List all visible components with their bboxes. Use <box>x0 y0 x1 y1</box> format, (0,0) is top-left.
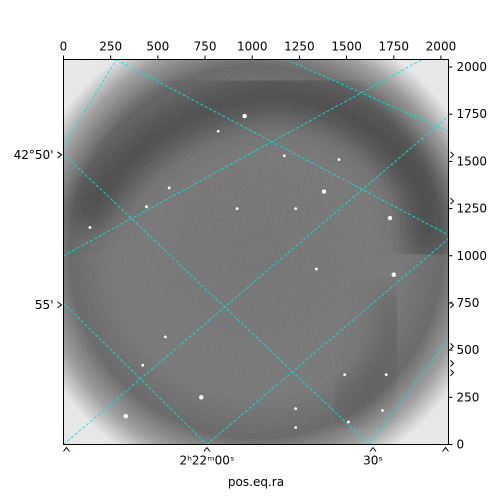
source-point <box>294 407 298 411</box>
grid-line-ra <box>63 115 449 445</box>
source-point <box>164 335 167 339</box>
x-tick-label: 250 <box>99 40 122 54</box>
source-point <box>321 189 327 194</box>
x-tick-label: 0 <box>60 40 68 54</box>
edge-tick-mark <box>450 197 455 205</box>
source-point <box>314 267 318 271</box>
y-tick-label: 2000 <box>457 60 488 74</box>
grid-line-dec <box>286 59 449 132</box>
source-point <box>145 205 148 209</box>
dec-tick-mark <box>57 151 63 159</box>
edge-tick-mark <box>450 301 455 309</box>
source-point <box>387 215 393 221</box>
source-point <box>294 426 298 429</box>
dec-ticks: 42°50' 55' <box>14 148 455 377</box>
source-point <box>216 129 220 133</box>
ra-tick-mark <box>369 447 377 452</box>
dec-tick-label: 42°50' <box>14 148 54 162</box>
source-point <box>242 113 247 119</box>
source-point <box>384 373 388 377</box>
edge-tick-mark <box>450 343 455 350</box>
x-tick-label: 500 <box>146 40 169 54</box>
source-point <box>343 373 347 377</box>
source-point <box>235 207 239 210</box>
grid-line-dec <box>116 59 449 236</box>
y-tick-label: 1750 <box>457 107 488 121</box>
ra-ticks: 2ʰ22ᵐ00ˢ 30ˢ <box>63 446 449 468</box>
source-point <box>199 395 204 400</box>
x-tick-label: 1750 <box>378 40 409 54</box>
ra-tick-mark <box>442 446 449 452</box>
source-point <box>141 363 145 367</box>
y-tick-label: 750 <box>457 296 480 310</box>
plot-frame <box>63 59 449 445</box>
edge-tick-mark <box>450 369 455 377</box>
point-sources <box>88 113 396 429</box>
grid-line-dec <box>63 153 370 445</box>
coordinate-grid <box>63 59 449 445</box>
grid-line-ra <box>63 59 423 257</box>
source-point <box>294 207 298 210</box>
source-point <box>347 420 350 424</box>
y-tick-label: 500 <box>457 343 480 357</box>
source-point <box>337 158 341 161</box>
image-noise <box>63 59 449 445</box>
grid-line-ra <box>368 338 449 445</box>
ra-tick-label: 2ʰ22ᵐ00ˢ <box>179 454 234 468</box>
y-pixel-ticks: 0 250 500 750 1000 1250 1500 1750 2000 <box>448 60 488 452</box>
x-tick-label: 750 <box>194 40 217 54</box>
x-pixel-ticks: 0 250 500 750 1000 1250 1500 1750 2000 <box>60 40 457 60</box>
grid-line-dec <box>63 302 208 445</box>
y-tick-label: 0 <box>457 438 465 452</box>
grid-line-ra <box>206 238 449 445</box>
x-tick-label: 1000 <box>237 40 268 54</box>
source-point <box>282 154 286 158</box>
x-tick-label: 1500 <box>331 40 362 54</box>
edge-tick-mark <box>450 359 455 367</box>
dec-tick-mark <box>57 301 63 309</box>
y-tick-label: 1000 <box>457 249 488 263</box>
source-point <box>381 409 384 412</box>
y-tick-label: 1500 <box>457 154 488 168</box>
source-point <box>123 413 128 419</box>
source-point <box>88 226 92 229</box>
y-tick-label: 250 <box>457 390 480 404</box>
image-panel <box>63 59 449 445</box>
dec-tick-label: 55' <box>35 298 54 312</box>
ra-tick-mark <box>63 446 70 452</box>
x-tick-label: 2000 <box>426 40 457 54</box>
x-tick-label: 1250 <box>284 40 315 54</box>
grid-line-ra <box>63 59 117 147</box>
ra-tick-label: 30ˢ <box>363 454 383 468</box>
x-axis-label: pos.eq.ra <box>228 475 284 489</box>
source-point <box>167 186 171 190</box>
edge-tick-mark <box>450 151 455 159</box>
ra-tick-mark <box>203 447 211 452</box>
source-point <box>391 272 396 277</box>
y-tick-label: 1250 <box>457 202 488 216</box>
